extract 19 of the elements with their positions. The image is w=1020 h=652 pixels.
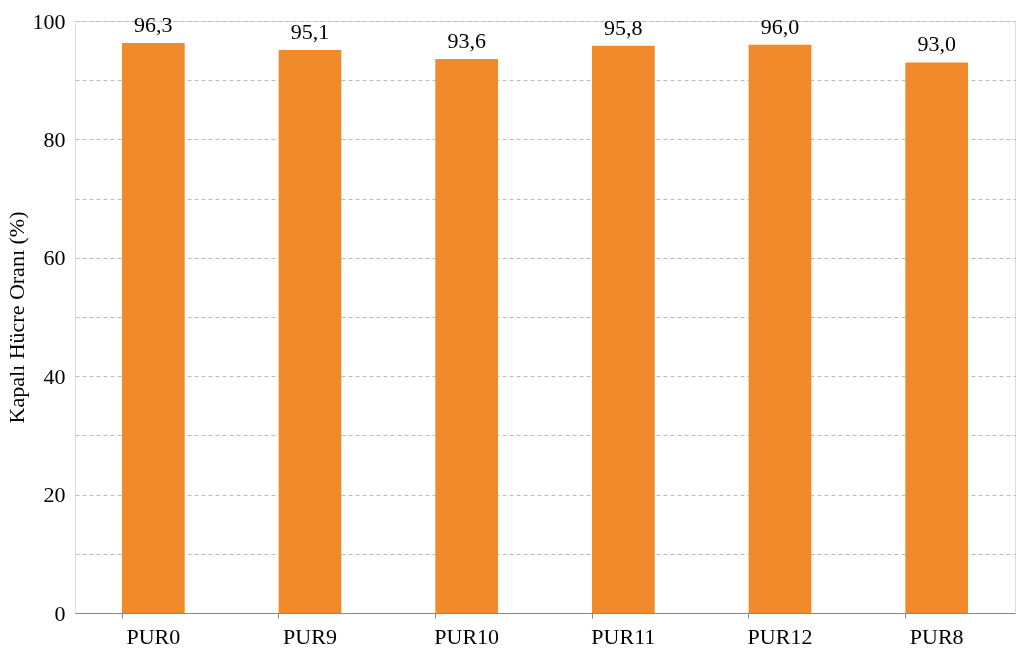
x-tick-label: PUR11 <box>591 623 656 649</box>
x-tick-label: PUR10 <box>434 623 500 649</box>
y-tick-label: 40 <box>43 363 66 389</box>
data-label: 95,1 <box>290 19 330 45</box>
x-tick-label: PUR12 <box>747 623 813 649</box>
x-tick-label: PUR0 <box>126 623 181 649</box>
y-tick-label: 100 <box>32 8 66 34</box>
data-label: 93,6 <box>447 27 486 53</box>
data-label: 93,0 <box>917 31 956 57</box>
data-label: 96,3 <box>134 11 173 37</box>
x-tick-label: PUR9 <box>283 623 337 649</box>
y-tick-label: 0 <box>54 600 66 626</box>
data-label: 96,0 <box>760 13 800 39</box>
x-tick-label: PUR8 <box>909 623 964 649</box>
y-tick-label: 20 <box>43 482 66 508</box>
data-label: 95,8 <box>604 14 643 40</box>
y-tick-label: 60 <box>43 245 66 271</box>
y-tick-label: 80 <box>43 126 66 152</box>
y-axis-title: Kapalı Hücre Oranı (%) <box>3 211 29 424</box>
